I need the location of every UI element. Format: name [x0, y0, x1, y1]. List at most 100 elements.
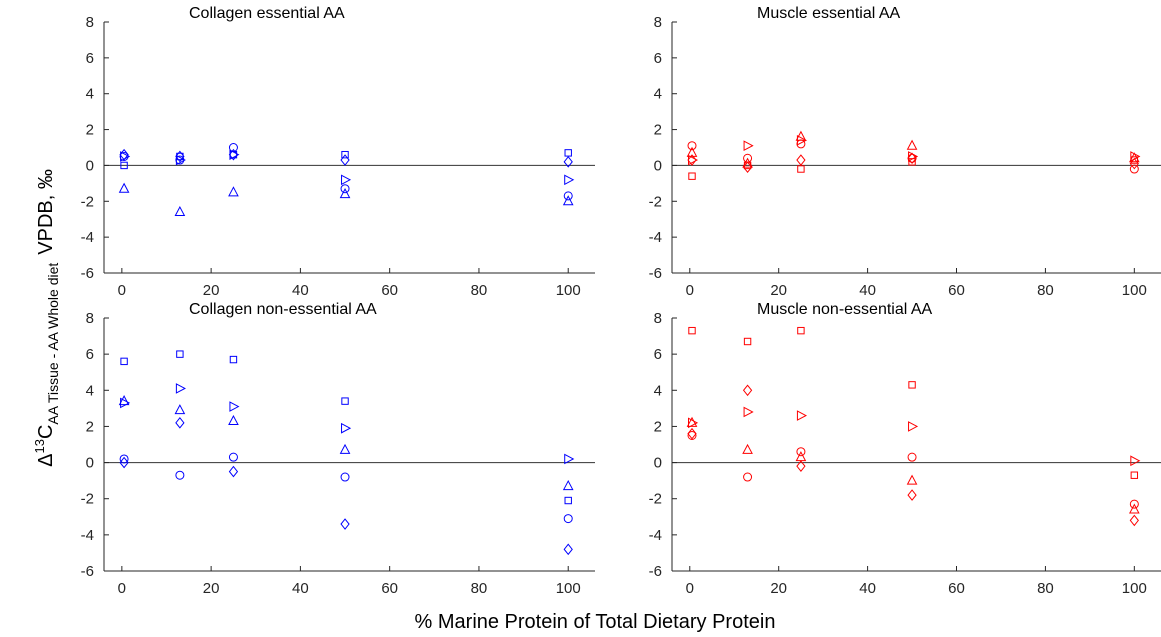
x-tick-label: 100 [1122, 282, 1147, 299]
y-tick-label: 4 [654, 382, 662, 399]
x-tick-label: 80 [471, 282, 488, 299]
diamond-point [796, 460, 806, 472]
circle-point [563, 191, 573, 201]
square-point [120, 161, 128, 170]
square-point [688, 326, 696, 335]
y-axis-label: Δ13CAA Tissue - AA Whole diet VPDB, ‰ [32, 169, 61, 467]
x-tick-label: 40 [859, 282, 876, 299]
y-tick-label: 2 [86, 122, 94, 139]
square-point [229, 355, 238, 364]
y-tick-label: -6 [81, 265, 94, 282]
x-tick-label: 0 [686, 282, 694, 299]
x-tick-label: 20 [203, 580, 220, 597]
y-axis-label-units: VPDB, ‰ [35, 169, 57, 255]
y-tick-label: 2 [654, 122, 662, 139]
triangle-right-point [743, 406, 754, 418]
square-point [564, 149, 572, 157]
triangle-up-point [228, 186, 239, 197]
square-point [341, 397, 349, 405]
x-tick-label: 20 [770, 282, 787, 299]
triangle-right-point [120, 397, 131, 409]
x-tick-label: 100 [556, 580, 581, 597]
triangle-right-point [229, 401, 240, 412]
triangle-up-point [906, 474, 918, 485]
square-point [797, 165, 805, 173]
diamond-point [563, 543, 573, 556]
triangle-up-point [686, 146, 698, 157]
circle-point [796, 447, 806, 457]
y-tick-label: -4 [649, 527, 662, 544]
x-tick-label: 40 [292, 580, 309, 597]
x-tick-label: 20 [770, 580, 787, 597]
triangle-up-point [906, 139, 918, 150]
y-tick-label: 0 [654, 157, 662, 174]
triangle-right-point [341, 422, 352, 434]
y-tick-label: 8 [654, 14, 662, 31]
circle-point [687, 141, 697, 151]
y-axis-label-isotope: 13 [32, 439, 47, 453]
triangle-up-point [174, 205, 186, 217]
circle-point [907, 452, 917, 462]
diamond-point [175, 417, 185, 429]
x-tick-label: 0 [118, 282, 126, 299]
y-tick-label: 2 [654, 418, 662, 435]
circle-point [1129, 164, 1139, 174]
y-tick-label: 4 [86, 86, 94, 103]
diamond-point [687, 427, 697, 440]
triangle-up-point [339, 443, 351, 454]
x-tick-label: 0 [118, 580, 126, 597]
triangle-up-point [742, 443, 753, 454]
y-tick-label: -4 [81, 229, 94, 246]
square-point [176, 350, 184, 358]
square-point [743, 337, 752, 346]
circle-point [340, 184, 350, 194]
triangle-right-point [743, 140, 754, 152]
y-tick-label: -2 [81, 491, 94, 508]
diamond-point [907, 489, 917, 501]
circle-point [340, 472, 350, 482]
y-tick-label: 8 [86, 14, 94, 31]
triangle-right-point [564, 453, 575, 465]
x-tick-label: 60 [948, 580, 965, 597]
square-point [1130, 471, 1139, 479]
y-tick-label: 4 [654, 86, 662, 103]
triangle-up-point [1128, 503, 1140, 514]
triangle-up-point [228, 414, 239, 426]
y-tick-label: 6 [654, 346, 662, 363]
circle-point [228, 452, 238, 462]
circle-point [687, 430, 697, 440]
x-tick-label: 40 [292, 282, 309, 299]
y-axis-label-subscript: AA Tissue - AA Whole diet [45, 263, 61, 425]
square-point [564, 496, 572, 505]
diamond-point [175, 150, 185, 163]
y-tick-label: 8 [654, 310, 662, 327]
circle-point [1129, 499, 1139, 509]
y-tick-label: -2 [649, 193, 662, 210]
triangle-up-point [742, 157, 753, 168]
panel-title: Muscle essential AA [757, 5, 901, 22]
triangle-right-point [688, 417, 699, 429]
y-tick-label: -4 [649, 229, 662, 246]
x-tick-label: 80 [1037, 580, 1054, 597]
triangle-up-point [686, 416, 698, 427]
triangle-up-point [174, 404, 186, 415]
panel-title: Muscle non-essential AA [757, 301, 933, 318]
triangle-right-point [796, 410, 807, 421]
diamond-point [1129, 514, 1139, 527]
diamond-point [687, 154, 697, 166]
diamond-point [228, 465, 239, 478]
triangle-right-point [175, 383, 186, 394]
y-tick-label: 6 [654, 50, 662, 67]
triangle-right-point [1130, 151, 1141, 162]
triangle-right-point [175, 154, 186, 166]
diamond-point [228, 148, 239, 161]
triangle-right-point [564, 174, 575, 186]
x-tick-label: 100 [556, 282, 581, 299]
square-point [341, 150, 349, 159]
x-tick-label: 60 [381, 282, 398, 299]
